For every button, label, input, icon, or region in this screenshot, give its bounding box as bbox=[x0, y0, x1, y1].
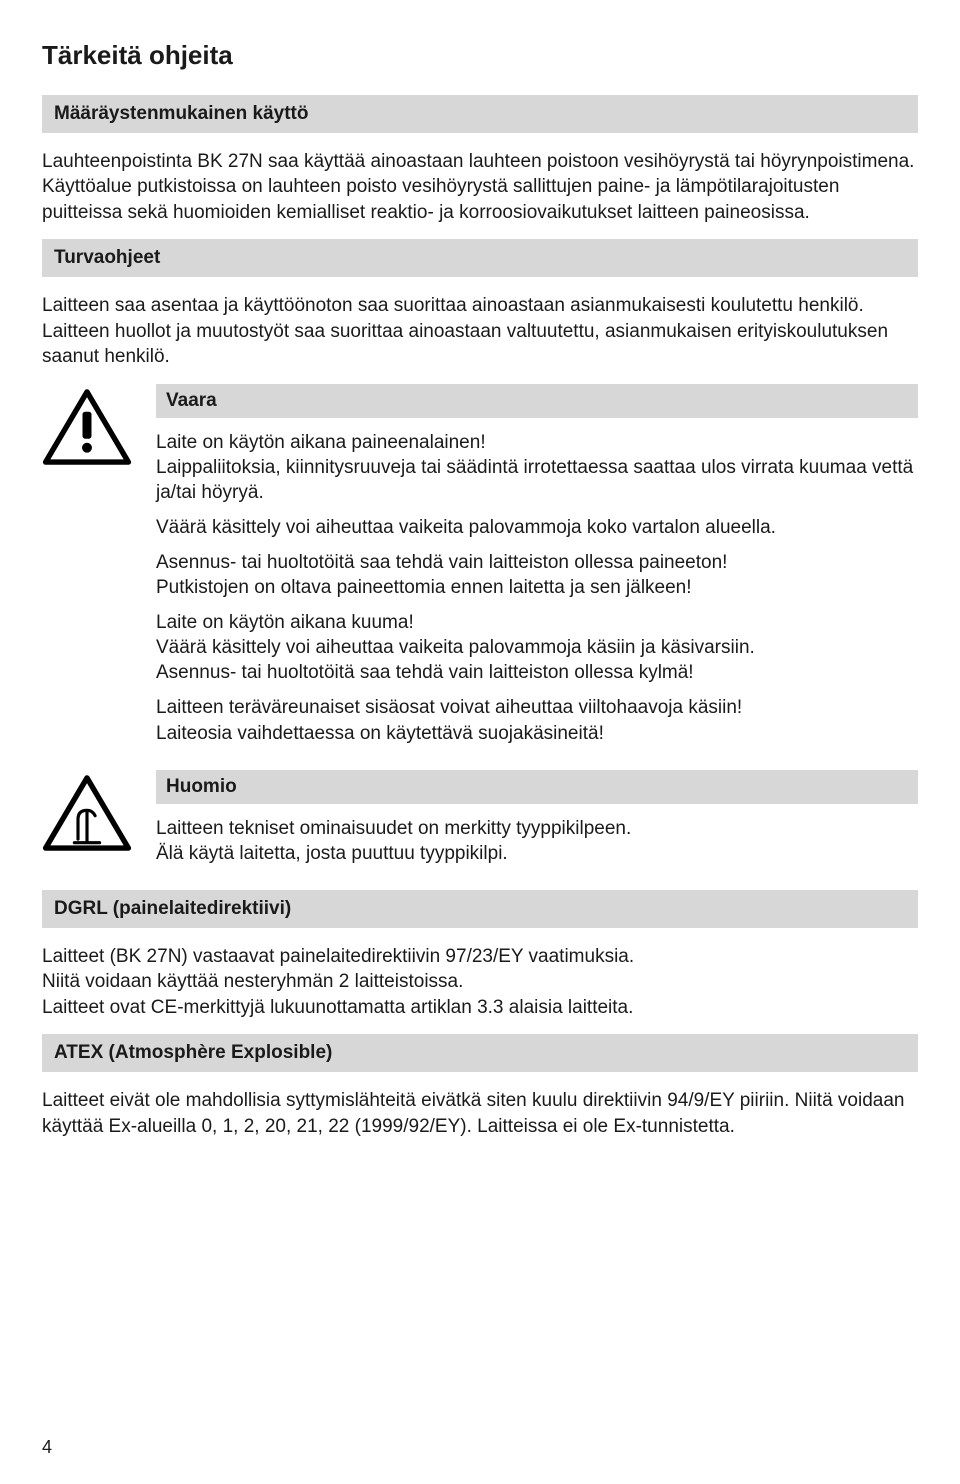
text-line: Älä käytä laitetta, josta puuttuu tyyppi… bbox=[156, 843, 508, 864]
page-number: 4 bbox=[42, 1437, 52, 1458]
text-line: Laitteen tekniset ominaisuudet on merkit… bbox=[156, 818, 631, 839]
text-line: Asennus- tai huoltotöitä saa tehdä vain … bbox=[156, 662, 694, 683]
section-atex: ATEX (Atmosphère Explosible) Laitteet ei… bbox=[42, 1034, 918, 1139]
paragraph: Lauhteenpoistinta BK 27N saa käyttää ain… bbox=[42, 149, 918, 225]
paragraph: Laitteen teräväreunaiset sisäosat voivat… bbox=[156, 695, 918, 745]
paragraph: Laite on käytön aikana paineenalainen! L… bbox=[156, 430, 918, 505]
paragraph: Laitteet eivät ole mahdollisia syttymisl… bbox=[42, 1088, 918, 1139]
text-line: Asennus- tai huoltotöitä saa tehdä vain … bbox=[156, 552, 727, 573]
text-line: Laitteet (BK 27N) vastaavat painelaitedi… bbox=[42, 946, 634, 967]
paragraph: Laitteen tekniset ominaisuudet on merkit… bbox=[156, 816, 918, 866]
paragraph: Laitteen saa asentaa ja käyttöönoton saa… bbox=[42, 293, 918, 369]
paragraph: Asennus- tai huoltotöitä saa tehdä vain … bbox=[156, 550, 918, 600]
text-line: Laitteet ovat CE-merkittyjä lukuunottama… bbox=[42, 997, 633, 1018]
text-line: Laite on käytön aikana paineenalainen! bbox=[156, 432, 486, 453]
subsection-heading: Huomio bbox=[156, 770, 918, 804]
warning-icon bbox=[42, 384, 132, 471]
danger-block: Vaara Laite on käytön aikana paineenalai… bbox=[42, 384, 918, 756]
text-line: Laite on käytön aikana kuuma! bbox=[156, 612, 414, 633]
section-heading: Turvaohjeet bbox=[42, 239, 918, 277]
text-line: Laiteosia vaihdettaessa on käytettävä su… bbox=[156, 723, 604, 744]
page-title: Tärkeitä ohjeita bbox=[42, 40, 918, 71]
notice-block: Huomio Laitteen tekniset ominaisuudet on… bbox=[42, 770, 918, 876]
section-safety: Turvaohjeet Laitteen saa asentaa ja käyt… bbox=[42, 239, 918, 369]
text-line: Väärä käsittely voi aiheuttaa vaikeita p… bbox=[156, 637, 755, 658]
paragraph: Laitteet (BK 27N) vastaavat painelaitedi… bbox=[42, 944, 918, 1020]
paragraph: Laite on käytön aikana kuuma! Väärä käsi… bbox=[156, 610, 918, 685]
notice-icon bbox=[42, 770, 132, 857]
section-heading: Määräystenmukainen käyttö bbox=[42, 95, 918, 133]
paragraph: Väärä käsittely voi aiheuttaa vaikeita p… bbox=[156, 515, 918, 540]
text-line: Niitä voidaan käyttää nesteryhmän 2 lait… bbox=[42, 971, 463, 992]
subsection-heading: Vaara bbox=[156, 384, 918, 418]
section-usage: Määräystenmukainen käyttö Lauhteenpoisti… bbox=[42, 95, 918, 225]
section-dgrl: DGRL (painelaitedirektiivi) Laitteet (BK… bbox=[42, 890, 918, 1020]
text-line: Laitteen teräväreunaiset sisäosat voivat… bbox=[156, 697, 742, 718]
section-heading: ATEX (Atmosphère Explosible) bbox=[42, 1034, 918, 1072]
text-line: Laippaliitoksia, kiinnitysruuveja tai sä… bbox=[156, 457, 913, 503]
section-heading: DGRL (painelaitedirektiivi) bbox=[42, 890, 918, 928]
text-line: Putkistojen on oltava paineettomia ennen… bbox=[156, 577, 692, 598]
